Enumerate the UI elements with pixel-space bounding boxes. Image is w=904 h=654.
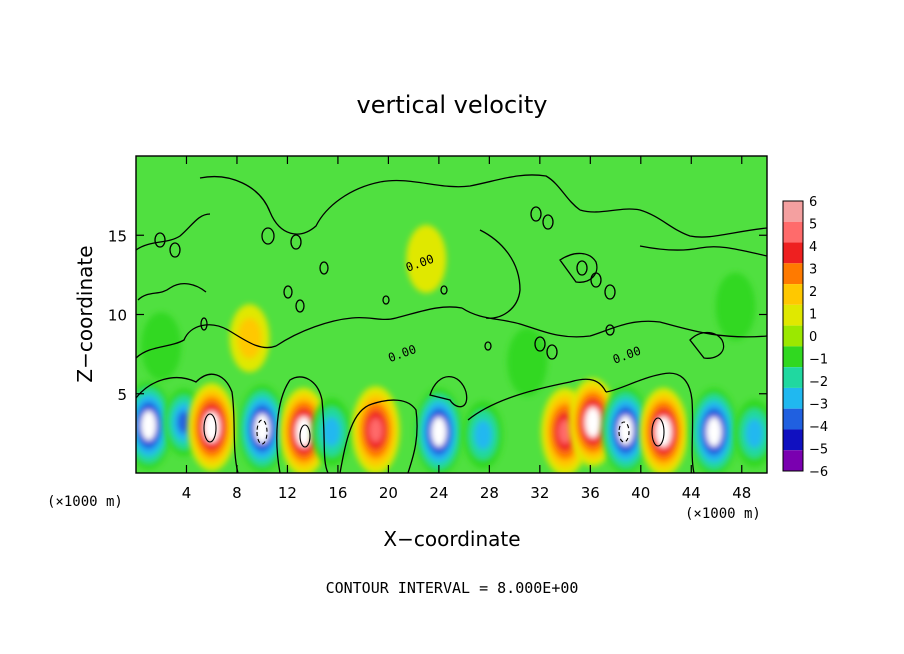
colorbar-swatch xyxy=(783,242,803,264)
x-tick-label: 40 xyxy=(631,484,650,502)
x-tick-label: 12 xyxy=(278,484,297,502)
y-axis-ticks: 5 10 15 xyxy=(108,227,767,404)
field-cell-7 xyxy=(414,387,463,473)
colorbar-label: 0 xyxy=(809,330,817,345)
x-unit-left: (×1000 m) xyxy=(47,494,123,510)
x-tick-label: 48 xyxy=(732,484,751,502)
colorbar-swatch xyxy=(783,304,803,326)
colorbar-frame xyxy=(782,200,804,472)
colorbar-swatch xyxy=(783,263,803,285)
colorbar-swatch xyxy=(783,408,803,430)
colorbar-label: −5 xyxy=(809,443,828,458)
colorbar-label: 5 xyxy=(809,218,817,233)
colorbar-label: −6 xyxy=(809,465,828,480)
colorbar-label: 3 xyxy=(809,263,817,278)
y-axis-label: Z−coordinate xyxy=(73,245,97,382)
colorbar-label: −4 xyxy=(809,420,828,435)
field-cell-6 xyxy=(351,386,400,473)
colorbar-label: −3 xyxy=(809,398,828,413)
field-cell-14 xyxy=(734,399,767,468)
x-axis-ticks: 4 8 12 16 20 24 28 32 36 40 44 48 xyxy=(182,156,751,502)
colorbar: 6 5 4 3 2 1 0 −1 −2 −3 −4 −5 −6 xyxy=(782,195,828,480)
field-cell-16 xyxy=(406,225,447,294)
field-cell-4 xyxy=(279,387,328,473)
chart-title: vertical velocity xyxy=(357,91,548,119)
x-tick-label: 20 xyxy=(379,484,398,502)
colorbar-label: 6 xyxy=(809,195,817,210)
x-tick-label: 16 xyxy=(328,484,347,502)
field-cell-11 xyxy=(601,386,650,473)
y-tick-label: 15 xyxy=(108,227,127,245)
closed-contour-loops xyxy=(154,206,616,360)
inner-core-contours xyxy=(203,413,665,448)
field-cell-8 xyxy=(463,400,504,469)
colorbar-swatch xyxy=(783,346,803,368)
field-cell-13 xyxy=(690,387,738,473)
field-cell-3 xyxy=(238,384,287,473)
x-tick-label: 8 xyxy=(232,484,242,502)
colorbar-label: −1 xyxy=(809,353,828,368)
colorbar-swatch xyxy=(783,201,803,222)
field-cell-2 xyxy=(187,383,236,472)
y-tick-label: 5 xyxy=(117,386,127,404)
negative-core-contours xyxy=(256,419,630,445)
field-cell-19 xyxy=(141,312,182,381)
field-cell-18 xyxy=(715,272,756,341)
x-tick-label: 4 xyxy=(182,484,192,502)
colorbar-swatch xyxy=(783,284,803,305)
field-cell-5 xyxy=(311,397,352,466)
field-cell-17 xyxy=(507,328,548,397)
field-cell-0 xyxy=(136,381,173,470)
colorbar-label: −2 xyxy=(809,375,828,390)
x-tick-label: 32 xyxy=(530,484,549,502)
x-axis-label: X−coordinate xyxy=(383,527,520,551)
y-tick-label: 10 xyxy=(108,307,127,325)
zero-contour-lower xyxy=(136,372,695,473)
x-tick-label: 28 xyxy=(480,484,499,502)
colorbar-swatch xyxy=(783,450,803,471)
colorbar-swatch xyxy=(783,325,803,347)
colorbar-swatch xyxy=(783,367,803,388)
colorbar-label: 2 xyxy=(809,285,817,300)
colorbar-swatch xyxy=(783,387,803,409)
colorbar-swatch xyxy=(783,429,803,451)
field-cell-15 xyxy=(229,304,270,373)
colorbar-label: 4 xyxy=(809,240,817,255)
x-tick-label: 36 xyxy=(581,484,600,502)
x-tick-label: 24 xyxy=(429,484,448,502)
colorbar-swatch xyxy=(783,221,803,243)
x-unit-right: (×1000 m) xyxy=(685,506,761,522)
colorbar-label: 1 xyxy=(809,308,817,323)
zero-contours xyxy=(136,174,767,473)
contour-interval-note: CONTOUR INTERVAL = 8.000E+00 xyxy=(326,579,579,597)
x-tick-label: 44 xyxy=(682,484,701,502)
